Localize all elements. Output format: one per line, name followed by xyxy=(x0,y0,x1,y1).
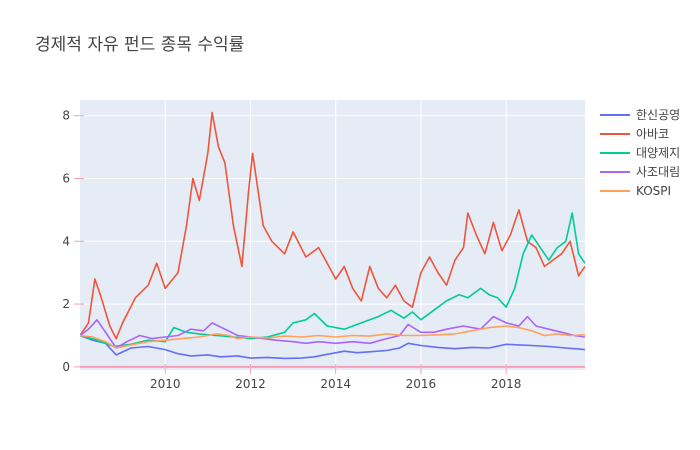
y-tick-label: 0 xyxy=(62,360,70,374)
x-tick-label: 2010 xyxy=(150,377,181,391)
chart-title: 경제적 자유 펀드 종목 수익률 xyxy=(35,35,245,55)
legend-label: 사조대림 xyxy=(636,165,680,179)
series-line-2 xyxy=(80,212,585,348)
legend-item-1[interactable]: 아바코 xyxy=(600,127,669,141)
legend-item-3[interactable]: 사조대림 xyxy=(600,165,680,179)
y-tick-label: 6 xyxy=(62,171,70,185)
series-lines xyxy=(80,111,585,360)
series-line-4 xyxy=(80,325,585,349)
plot-background xyxy=(80,100,585,370)
axes: 0 2 4 6 8 2010 2012 2014 2016 2018 xyxy=(62,109,521,391)
y-tick-label: 8 xyxy=(62,109,70,123)
y-tick-label: 2 xyxy=(62,297,70,311)
legend-item-0[interactable]: 한신공영 xyxy=(600,108,680,122)
series-line-1 xyxy=(80,111,585,340)
legend-label: 대양제지 xyxy=(636,146,680,160)
legend-label: 아바코 xyxy=(636,127,669,141)
x-tick-label: 2016 xyxy=(406,377,437,391)
legend-label: KOSPI xyxy=(636,184,671,198)
y-tick-label: 4 xyxy=(62,234,70,248)
legend-item-2[interactable]: 대양제지 xyxy=(600,146,680,160)
legend-label: 한신공영 xyxy=(636,108,680,122)
series-line-0 xyxy=(80,334,585,360)
x-tick-label: 2014 xyxy=(320,377,351,391)
series-line-3 xyxy=(80,315,585,349)
x-tick-label: 2018 xyxy=(491,377,522,391)
x-tick-label: 2012 xyxy=(235,377,266,391)
legend-item-4[interactable]: KOSPI xyxy=(600,184,671,198)
grid xyxy=(74,100,585,374)
